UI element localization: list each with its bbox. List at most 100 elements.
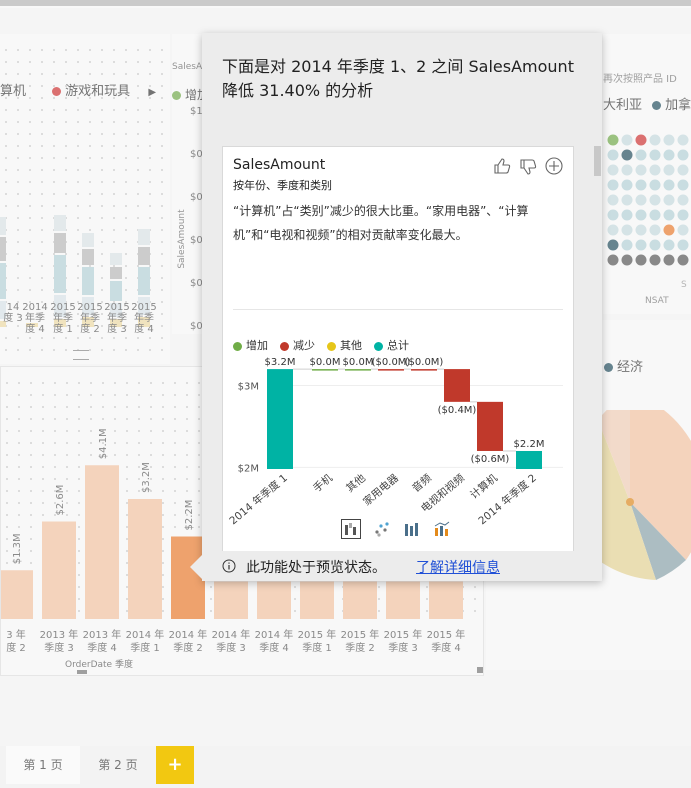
- scatter-point[interactable]: [635, 164, 647, 176]
- column-chart-icon[interactable]: [403, 520, 421, 538]
- column-bar[interactable]: [257, 581, 291, 620]
- scatter-point[interactable]: [607, 239, 619, 251]
- insight-tooltip[interactable]: 下面是对 2014 年季度 1、2 之间 SalesAmount 降低 31.4…: [202, 33, 602, 581]
- scatter-point[interactable]: [621, 239, 633, 251]
- scatter-point[interactable]: [663, 149, 675, 161]
- scatter-point[interactable]: [649, 239, 661, 251]
- x-tick-label: 2015 年季度 3: [104, 302, 130, 335]
- scatter-point[interactable]: [649, 149, 661, 161]
- top-mid-visual[interactable]: SalesAm 增加 SalesAmount $1. $0. $0. $0. $0. $0…: [172, 34, 211, 334]
- waterfall-bar[interactable]: [516, 450, 542, 469]
- scatter-point[interactable]: [607, 164, 619, 176]
- scatter-point[interactable]: [677, 149, 689, 161]
- scatter-point[interactable]: [663, 239, 675, 251]
- scatter-point[interactable]: [621, 164, 633, 176]
- thumbs-down-icon[interactable]: [519, 158, 537, 176]
- waterfall-bar[interactable]: [411, 369, 437, 371]
- scatter-point[interactable]: [649, 194, 661, 206]
- insight-card[interactable]: SalesAmount 按年份、季度和类别 “计算机”占“类别”减少的很大比重。…: [222, 146, 574, 553]
- tab-page-2[interactable]: 第 2 页: [98, 758, 138, 772]
- scatter-point[interactable]: [607, 224, 619, 236]
- waterfall-chart: $3M $2M $3.2M 2014 年季度 1 $0.0M 手机 $0.0M 其他 ($0.0…: [227, 357, 563, 527]
- scatter-point[interactable]: [607, 179, 619, 191]
- scatter-point[interactable]: [607, 149, 619, 161]
- column-bar[interactable]: [1, 570, 33, 619]
- corner-resize-handle[interactable]: [477, 667, 483, 673]
- scatter-point[interactable]: [607, 254, 619, 266]
- stacked-segment: [54, 295, 66, 317]
- scatter-point[interactable]: [649, 254, 661, 266]
- scatter-point[interactable]: [635, 149, 647, 161]
- column-bar[interactable]: [386, 581, 420, 620]
- scatter-point[interactable]: [607, 209, 619, 221]
- scatter-point[interactable]: [649, 224, 661, 236]
- column-bar[interactable]: [429, 581, 463, 620]
- bottom-resize-handle[interactable]: [77, 670, 87, 674]
- legend-next-icon[interactable]: ▶: [148, 87, 157, 98]
- scatter-point[interactable]: [677, 179, 689, 191]
- waterfall-bar[interactable]: [444, 369, 470, 402]
- scatter-point[interactable]: [677, 134, 689, 146]
- scatter-point[interactable]: [649, 164, 661, 176]
- scatter-point[interactable]: [621, 149, 633, 161]
- column-bar[interactable]: [42, 521, 76, 620]
- scatter-point[interactable]: [635, 254, 647, 266]
- scatter-point[interactable]: [635, 239, 647, 251]
- scatter-point[interactable]: [649, 179, 661, 191]
- waterfall-bar[interactable]: [312, 369, 338, 371]
- tooltip-scrollbar[interactable]: [594, 146, 601, 176]
- legend-item: 其他: [327, 339, 362, 352]
- add-page-button[interactable]: +: [156, 746, 194, 784]
- column-bar[interactable]: [85, 465, 119, 619]
- scatter-point[interactable]: [663, 209, 675, 221]
- column-bar[interactable]: [214, 581, 248, 620]
- scatter-point[interactable]: [635, 194, 647, 206]
- waterfall-bar[interactable]: [477, 401, 503, 451]
- scatter-point[interactable]: [677, 224, 689, 236]
- scatter-point[interactable]: [635, 134, 647, 146]
- scatter-point[interactable]: [621, 194, 633, 206]
- waterfall-chart-icon[interactable]: [341, 519, 361, 539]
- learn-more-link[interactable]: 了解详细信息: [416, 560, 500, 576]
- scatter-point[interactable]: [635, 209, 647, 221]
- scatter-point[interactable]: [621, 179, 633, 191]
- scatter-point[interactable]: [621, 254, 633, 266]
- combo-chart-icon[interactable]: [433, 520, 451, 538]
- pie-slice-peach[interactable]: [630, 410, 691, 560]
- waterfall-bar[interactable]: [378, 369, 404, 371]
- tab-page-1[interactable]: 第 1 页: [6, 746, 80, 784]
- scatter-point[interactable]: [635, 224, 647, 236]
- scatter-point[interactable]: [607, 134, 619, 146]
- column-bar[interactable]: [300, 581, 334, 620]
- scatter-point[interactable]: [649, 134, 661, 146]
- top-left-visual[interactable]: 算机 游戏和玩具 ▶ 14 度 3 2014 年季度 4 2015 年季度 1 2015 年季…: [0, 34, 170, 364]
- waterfall-bar[interactable]: [267, 369, 293, 469]
- scatter-point[interactable]: [663, 179, 675, 191]
- column-bar[interactable]: [128, 499, 162, 619]
- scatter-point[interactable]: [621, 209, 633, 221]
- pie-slice-peach-2[interactable]: [598, 410, 630, 502]
- scatter-point[interactable]: [663, 134, 675, 146]
- scatter-chart-icon[interactable]: [373, 520, 391, 538]
- scatter-point[interactable]: [663, 254, 675, 266]
- resize-handle[interactable]: [73, 350, 89, 360]
- scatter-point[interactable]: [677, 239, 689, 251]
- scatter-point[interactable]: [649, 209, 661, 221]
- scatter-point[interactable]: [621, 224, 633, 236]
- scatter-point[interactable]: [607, 194, 619, 206]
- top-right-visual[interactable]: 再次按照产品 ID 大利亚 加拿大 NSAT S: [603, 34, 691, 314]
- scatter-point[interactable]: [621, 134, 633, 146]
- pie-slice-slate[interactable]: [630, 502, 686, 580]
- scatter-point[interactable]: [635, 179, 647, 191]
- scatter-point[interactable]: [663, 164, 675, 176]
- scatter-point[interactable]: [663, 194, 675, 206]
- add-icon[interactable]: [545, 157, 563, 175]
- waterfall-bar[interactable]: [345, 369, 371, 371]
- scatter-point[interactable]: [677, 254, 689, 266]
- scatter-point[interactable]: [677, 164, 689, 176]
- scatter-point[interactable]: [677, 194, 689, 206]
- scatter-point[interactable]: [663, 224, 675, 236]
- thumbs-up-icon[interactable]: [493, 157, 511, 175]
- scatter-point[interactable]: [677, 209, 689, 221]
- column-bar[interactable]: [343, 581, 377, 620]
